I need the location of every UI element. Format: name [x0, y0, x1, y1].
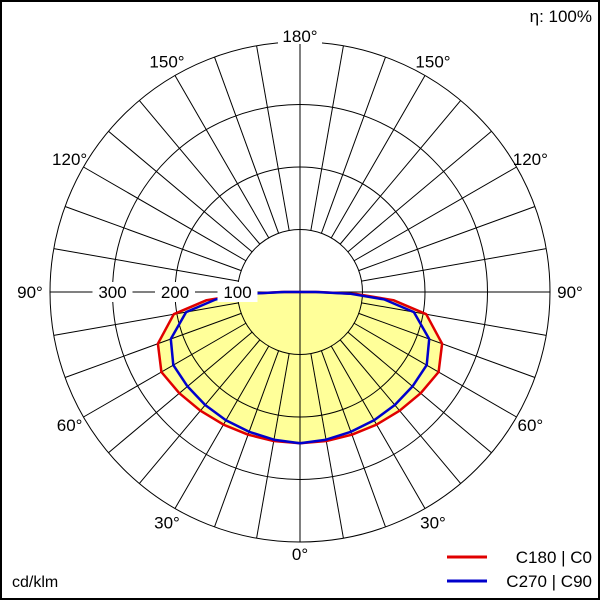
grid-spoke-40	[339, 339, 462, 484]
angle-label-150-right: 150°	[415, 53, 450, 72]
grid-spoke-100	[361, 248, 547, 282]
angle-label-30-left: 30°	[154, 513, 180, 532]
grid-spoke-160	[320, 56, 386, 234]
grid-spoke-70	[358, 312, 536, 378]
angle-label-120-left: 120°	[52, 150, 87, 169]
grid-spoke-170	[310, 45, 344, 231]
grid-spoke-350	[256, 353, 290, 539]
grid-spoke-260	[53, 248, 239, 282]
grid-spoke-300	[83, 322, 247, 418]
angle-label-120-right: 120°	[513, 150, 548, 169]
angle-label-bg-0	[286, 544, 314, 564]
grid-spoke-240	[83, 166, 247, 262]
efficiency-label: η: 100%	[530, 7, 592, 26]
angle-label-bg-90-right	[554, 282, 590, 302]
grid-spoke-210	[174, 75, 270, 239]
grid-spoke-330	[174, 345, 270, 509]
grid-spoke-120	[353, 166, 517, 262]
legend: C180 | C0 C270 | C90	[447, 548, 592, 591]
angle-label-90-left: 90°	[17, 283, 43, 302]
angle-label-150-left: 150°	[149, 53, 184, 72]
radial-label-300: 300	[98, 283, 126, 302]
angle-label-90-right: 90°	[557, 283, 583, 302]
radial-label-bg-300	[92, 282, 133, 302]
legend-label-c270-c90: C270 | C90	[506, 572, 592, 591]
grid-spoke-20	[320, 350, 386, 528]
grid-spoke-230	[108, 130, 253, 253]
grid-spoke-30	[330, 345, 426, 509]
radial-label-200: 200	[161, 283, 189, 302]
angle-label-30-right: 30°	[420, 513, 446, 532]
grid-spoke-130	[347, 130, 492, 253]
angle-label-bg-180	[278, 24, 322, 44]
angle-label-180-right: 180°	[282, 27, 317, 46]
grid-spoke-320	[138, 339, 261, 484]
angle-label-0-right: 0°	[292, 545, 308, 564]
radial-label-100: 100	[223, 283, 251, 302]
grid-spoke-290	[64, 312, 242, 378]
legend-label-c180-c0: C180 | C0	[516, 548, 592, 567]
grid-spoke-340	[214, 350, 280, 528]
grid-spoke-60	[353, 322, 517, 418]
radial-label-bg-200	[155, 282, 195, 302]
angle-label-60-right: 60°	[518, 416, 544, 435]
radial-label-bg-100	[217, 282, 258, 302]
grid-spoke-150	[330, 75, 426, 239]
grid-spoke-10	[310, 353, 344, 539]
grid-spoke-110	[358, 206, 536, 272]
series-curve-1	[169, 290, 431, 445]
grid-spoke-220	[138, 100, 261, 245]
grid-spoke-190	[256, 45, 290, 231]
grid-spoke-280	[53, 302, 239, 336]
angle-label-60-left: 60°	[57, 416, 83, 435]
grid-spoke-200	[214, 56, 280, 234]
grid-spoke-250	[64, 206, 242, 272]
grid-spoke-80	[361, 302, 547, 336]
grid-spoke-140	[339, 100, 462, 245]
units-label: cd/klm	[12, 574, 58, 591]
angle-label-bg-90-left	[10, 282, 46, 302]
